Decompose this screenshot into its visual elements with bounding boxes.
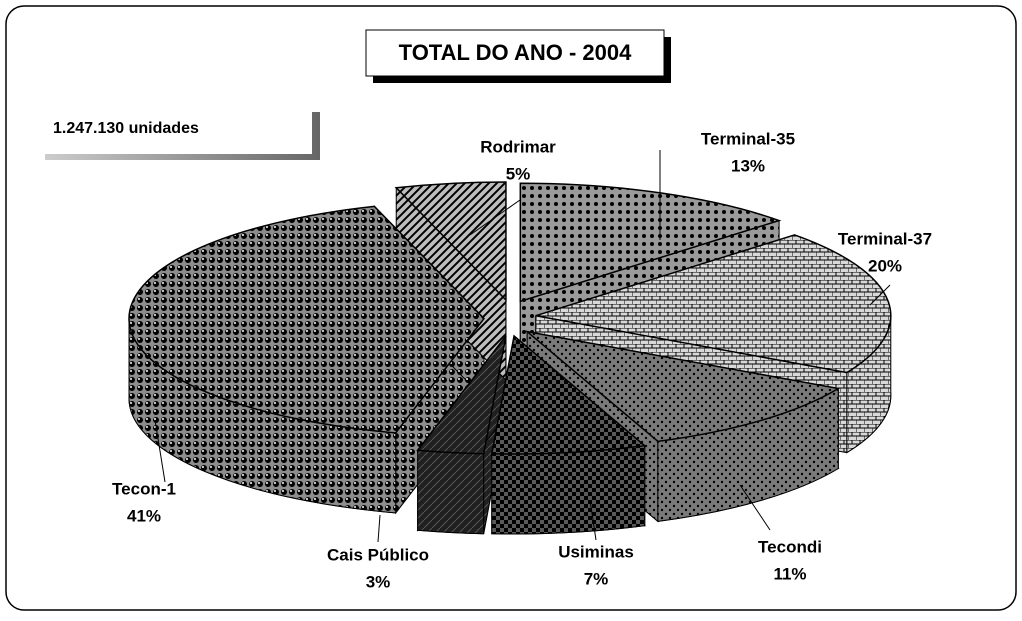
leader-line bbox=[589, 499, 597, 541]
slice bbox=[535, 234, 892, 374]
slice-value-label: 3% bbox=[366, 572, 391, 591]
annotation: 1.247.130 unidades bbox=[53, 120, 199, 137]
leader-line bbox=[469, 199, 521, 236]
slice-value-label: 20% bbox=[868, 256, 902, 275]
slice bbox=[490, 334, 647, 455]
slice bbox=[524, 330, 841, 443]
title-box bbox=[365, 29, 665, 77]
slice-label: Tecondi bbox=[758, 537, 822, 556]
leader-line bbox=[154, 419, 166, 483]
slice-label: Usiminas bbox=[558, 542, 634, 561]
slice-side bbox=[491, 445, 646, 535]
pie bbox=[128, 150, 892, 543]
slice-label: Rodrimar bbox=[480, 137, 556, 156]
slice-label: Terminal-37 bbox=[838, 229, 932, 248]
slice-label: Terminal-35 bbox=[701, 129, 795, 148]
slice-side bbox=[417, 449, 485, 535]
slice bbox=[519, 182, 782, 303]
slice bbox=[416, 335, 507, 455]
slice bbox=[394, 181, 507, 302]
slice-value-label: 41% bbox=[127, 506, 161, 525]
leader-line bbox=[377, 514, 381, 543]
annotation-box bbox=[40, 108, 312, 154]
slice-value-label: 7% bbox=[584, 569, 609, 588]
slice bbox=[128, 205, 486, 434]
slice-label: Tecon-1 bbox=[112, 479, 176, 498]
slice-value-label: 5% bbox=[506, 164, 531, 183]
leader-line bbox=[739, 484, 771, 531]
leader-line bbox=[869, 284, 891, 306]
slice-label: Cais Público bbox=[327, 545, 429, 564]
slice-value-label: 11% bbox=[773, 564, 806, 583]
slice-value-label: 13% bbox=[731, 156, 765, 175]
chart-title: TOTAL DO ANO - 2004 bbox=[399, 40, 632, 65]
